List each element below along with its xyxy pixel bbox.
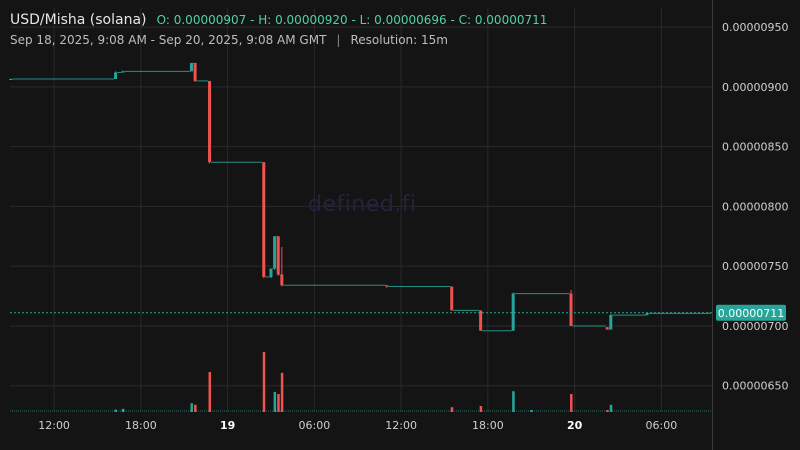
- resolution-label[interactable]: Resolution: 15m: [350, 33, 448, 47]
- x-tick-label: 19: [220, 419, 235, 432]
- x-tick-label: 12:00: [385, 419, 417, 432]
- candle-body: [262, 162, 266, 277]
- volume-bar: [190, 403, 193, 412]
- chart-header: USD/Misha (solana) O: 0.00000907 - H: 0.…: [10, 12, 547, 28]
- candle-body: [707, 312, 711, 314]
- y-tick-label: 0.00000850: [722, 141, 788, 154]
- candle-body: [280, 274, 284, 286]
- candle-body: [511, 293, 515, 331]
- candle-body: [114, 72, 118, 79]
- volume-bar: [194, 404, 197, 412]
- separator: |: [336, 33, 341, 47]
- x-tick-label: 18:00: [472, 419, 504, 432]
- x-tick-label: 20: [567, 419, 583, 432]
- y-tick-label: 0.00000900: [722, 81, 788, 94]
- candle-body: [273, 236, 277, 269]
- candle-body: [569, 293, 573, 326]
- volume-bar: [273, 392, 277, 412]
- volume-bar: [450, 407, 454, 412]
- candle-body: [189, 62, 193, 72]
- last-price-tag: [716, 304, 786, 321]
- y-tick-label: 0.00000700: [722, 320, 788, 333]
- x-tick-label: 12:00: [38, 419, 70, 432]
- y-tick-label: 0.00000750: [722, 260, 788, 273]
- candle-body: [645, 313, 649, 316]
- candle-body: [609, 315, 613, 330]
- x-tick-label: 18:00: [125, 419, 157, 432]
- candle-body: [479, 310, 483, 331]
- ohlc-readout: O: 0.00000907 - H: 0.00000920 - L: 0.000…: [156, 13, 548, 27]
- date-range: Sep 18, 2025, 9:08 AM - Sep 20, 2025, 9:…: [10, 33, 327, 47]
- volume-bar: [609, 404, 613, 412]
- symbol-name[interactable]: USD/Misha (solana): [10, 12, 147, 28]
- volume-bar: [479, 406, 483, 412]
- candle-body: [450, 286, 454, 311]
- x-tick-label: 06:00: [646, 419, 678, 432]
- volume-bar: [570, 394, 573, 412]
- candle-body: [9, 78, 13, 80]
- volume-bar: [606, 410, 609, 412]
- chart-subheader: Sep 18, 2025, 9:08 AM - Sep 20, 2025, 9:…: [10, 33, 448, 47]
- candle-body: [605, 327, 609, 330]
- volume-bar: [512, 391, 515, 412]
- x-tick-label: 06:00: [299, 419, 331, 432]
- y-tick-label: 0.00000950: [722, 21, 788, 34]
- candle-body: [276, 236, 280, 275]
- candle-body: [385, 285, 389, 287]
- candle-body: [193, 62, 197, 81]
- candle-body: [121, 71, 125, 73]
- volume-bar: [530, 410, 533, 412]
- candle-body: [208, 80, 212, 163]
- y-tick-label: 0.00000800: [722, 200, 788, 213]
- volume-bar: [121, 408, 125, 412]
- volume-bar: [262, 352, 266, 412]
- y-tick-label: 0.00000650: [722, 380, 788, 393]
- volume-bar: [208, 372, 212, 412]
- volume-bar: [277, 394, 280, 412]
- candle-body: [269, 268, 273, 277]
- last-price-label: 0.00000711: [718, 307, 784, 320]
- volume-bar: [280, 372, 284, 412]
- watermark: defined.fi: [308, 192, 417, 217]
- volume-bar: [114, 409, 118, 412]
